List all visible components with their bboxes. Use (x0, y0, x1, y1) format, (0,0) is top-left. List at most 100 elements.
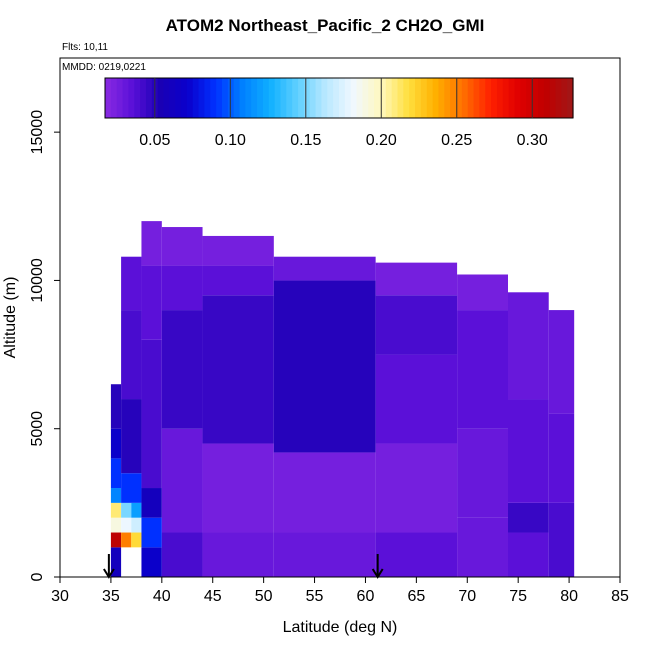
colorbar-segment (216, 78, 223, 118)
colorbar-segment (444, 78, 451, 118)
colorbar-segment (379, 78, 387, 118)
y-tick-label: 15000 (29, 110, 46, 155)
heatmap-cell (273, 256, 376, 281)
colorbar-segment (321, 78, 328, 118)
colorbar-segment (485, 78, 492, 118)
colorbar-segment (549, 78, 557, 118)
heatmap-cell (121, 473, 142, 503)
colorbar-segment (496, 78, 504, 118)
x-tick-label: 70 (458, 588, 476, 605)
colorbar-segment (385, 78, 393, 118)
colorbar-tick-label: 0.15 (290, 132, 321, 149)
heatmap-cell (161, 265, 203, 311)
x-tick-label: 85 (611, 588, 629, 605)
heatmap-cell (161, 428, 203, 533)
x-tick-label: 35 (102, 588, 120, 605)
colorbar-segment (350, 78, 358, 118)
heatmap-cell (457, 310, 508, 429)
colorbar-segment (567, 78, 574, 118)
heatmap-cell (508, 532, 549, 577)
colorbar-segment (555, 78, 562, 118)
colorbar-segment (303, 78, 311, 118)
colorbar-segment (169, 78, 176, 118)
heatmap-cell (121, 517, 132, 533)
heatmap-cell (375, 532, 458, 577)
heatmap-cell (121, 310, 142, 400)
colorbar-segment (537, 78, 545, 118)
heatmap-cell (141, 488, 162, 518)
colorbar-tick-label: 0.30 (517, 132, 548, 149)
heatmap-cell (110, 458, 122, 489)
arrow-marker-head (371, 568, 384, 579)
colorbar-segment (409, 78, 416, 118)
colorbar-segment (233, 78, 241, 118)
colorbar-segment (456, 78, 463, 118)
x-tick-label: 60 (357, 588, 375, 605)
heatmap-cell (121, 532, 132, 548)
colorbar-segment (403, 78, 410, 118)
heatmap-cell (548, 502, 575, 577)
heatmap-cell (110, 532, 122, 548)
arrow-marker-head (103, 568, 115, 579)
colorbar-segment (227, 78, 235, 118)
heatmap-cell (273, 452, 376, 533)
colorbar-segment (432, 78, 440, 118)
colorbar-segment (157, 78, 165, 118)
colorbar-segment (245, 78, 252, 118)
heatmap-cell (141, 265, 162, 340)
heatmap-cell (202, 295, 274, 444)
heatmap-cell (375, 443, 458, 533)
heatmap-cell (548, 413, 575, 503)
heatmap-cell (131, 517, 142, 533)
colorbar-tick-label: 0.20 (366, 132, 397, 149)
colorbar-segment (128, 78, 135, 118)
heatmap-cell (375, 262, 458, 296)
colorbar-segment (145, 78, 153, 118)
heatmap-cell (110, 384, 122, 429)
colorbar-segment (415, 78, 422, 118)
heatmap-cell (375, 354, 458, 444)
colorbar-segment (280, 78, 287, 118)
colorbar-segment (292, 78, 299, 118)
heatmap-cell (202, 443, 274, 533)
colorbar-segment (315, 78, 323, 118)
heatmap-cell (273, 532, 376, 577)
heatmap-cell (202, 265, 274, 296)
heatmap-cell (110, 428, 122, 459)
colorbar-segment (426, 78, 434, 118)
heatmap-cell (548, 310, 575, 414)
colorbar-segment (268, 78, 276, 118)
x-tick-label: 55 (306, 588, 324, 605)
colorbar-segment (222, 78, 229, 118)
colorbar-tick-label: 0.25 (441, 132, 472, 149)
x-tick-label: 80 (560, 588, 578, 605)
colorbar-segment (210, 78, 217, 118)
y-axis-label: Altitude (m) (2, 277, 19, 359)
x-tick-label: 50 (255, 588, 273, 605)
colorbar-border (104, 77, 574, 119)
colorbar-segment (110, 78, 118, 118)
colorbar-segment (192, 78, 200, 118)
heatmap-cell (161, 310, 203, 429)
colorbar-segment (362, 78, 369, 118)
heatmap-cell (110, 488, 122, 503)
heatmap-cell (161, 227, 203, 266)
heatmap-cell (508, 399, 549, 503)
colorbar-segment (274, 78, 282, 118)
colorbar-segment (368, 78, 375, 118)
heatmap-cell (141, 517, 162, 548)
colorbar-segment (491, 78, 498, 118)
colorbar-segment (309, 78, 317, 118)
colorbar-segment (461, 78, 469, 118)
y-tick-label: 5000 (29, 411, 46, 447)
colorbar-segment (163, 78, 170, 118)
colorbar-tick-label: 0.05 (139, 132, 170, 149)
heatmap-cell (161, 532, 203, 577)
colorbar-segment (257, 78, 264, 118)
colorbar-segment (105, 78, 112, 118)
colorbar-segment (502, 78, 510, 118)
heatmap-cell (131, 532, 142, 548)
x-tick-label: 75 (509, 588, 527, 605)
colorbar-tick-label: 0.10 (215, 132, 246, 149)
